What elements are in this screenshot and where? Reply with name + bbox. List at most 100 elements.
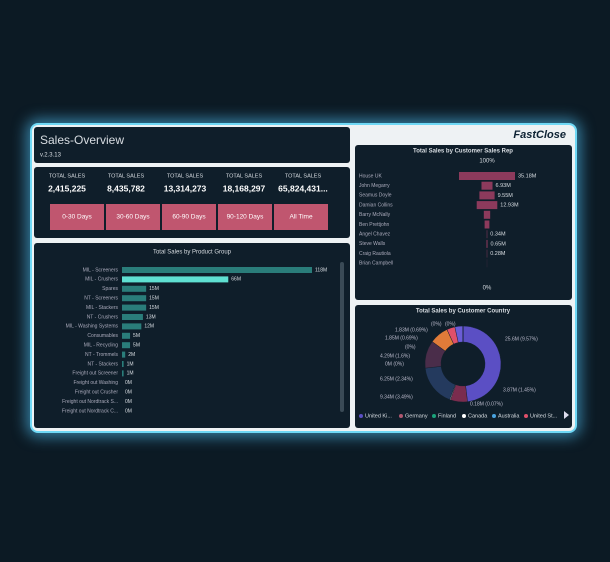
- title: Sales-Overview: [40, 133, 124, 147]
- value-label: 2M: [128, 352, 135, 358]
- value-label: 13M: [146, 314, 156, 320]
- bar: [122, 370, 124, 377]
- filter-button[interactable]: [50, 204, 104, 230]
- kpi-value: 2,415,225: [48, 183, 86, 193]
- bar: [122, 295, 147, 302]
- kpi-label: TOTAL SALES: [49, 173, 86, 179]
- category-label: MIL - Recycling: [84, 343, 118, 349]
- legend-marker: [359, 414, 363, 418]
- value-label: 0.34M: [490, 232, 506, 238]
- legend-marker: [462, 414, 466, 418]
- value-label: (0%): [445, 321, 456, 327]
- value-label: 9.55M: [498, 193, 514, 199]
- scrollbar[interactable]: [340, 262, 344, 412]
- legend-label: Canada: [468, 413, 488, 419]
- filter-button-label[interactable]: 90-120 Days: [227, 214, 265, 221]
- legend-marker: [432, 414, 436, 418]
- value-label: 12M: [144, 324, 154, 330]
- product-panel: [34, 243, 350, 428]
- bar: [122, 342, 131, 349]
- bar: [122, 351, 126, 358]
- category-label: NT - Crushers: [87, 314, 119, 320]
- filter-button-label[interactable]: 60-90 Days: [172, 214, 206, 221]
- value-label: 1M: [127, 361, 134, 367]
- category-label: Seamus Doyle: [359, 193, 392, 199]
- funnel-bar: [476, 201, 498, 210]
- filter-button-label[interactable]: 0-30 Days: [62, 214, 92, 221]
- value-label: 0.28M: [490, 251, 506, 257]
- value-label: 0M (0%): [385, 361, 404, 367]
- category-label: John Megarry: [359, 183, 390, 189]
- category-label: House UK: [359, 173, 382, 179]
- category-label: Ben Prettjohn: [359, 222, 390, 228]
- category-label: Angel Chavez: [359, 232, 391, 238]
- value-label: 0.18M (0.07%): [470, 401, 503, 407]
- value-label: 0.65M: [491, 241, 507, 247]
- category-label: Freight out Screener: [72, 371, 118, 377]
- value-label: 1.85M (0.69%): [385, 335, 418, 341]
- legend-label: Germany: [405, 413, 428, 419]
- filter-button[interactable]: [106, 204, 160, 230]
- bar: [122, 361, 124, 367]
- category-label: Freight out Nordtrack S...: [62, 399, 118, 405]
- category-label: Barry McNally: [359, 212, 391, 218]
- category-label: MIL - Screeners: [83, 267, 119, 273]
- filter-button-label[interactable]: All Time: [289, 214, 313, 221]
- bar: [122, 285, 147, 292]
- funnel-top-label: 100%: [479, 159, 495, 165]
- chart-title: Total Sales by Customer Country: [416, 309, 511, 315]
- kpi-value: 8,435,782: [107, 183, 145, 193]
- value-label: 4.29M (1.6%): [380, 353, 410, 359]
- category-label: NT - Screeners: [84, 296, 118, 302]
- category-label: Brian Campbell: [359, 261, 393, 267]
- legend-label: Australia: [498, 413, 520, 419]
- kpi-value: 65,824,431...: [278, 183, 328, 193]
- value-label: 118M: [315, 267, 327, 273]
- funnel-bar: [486, 230, 488, 239]
- title-panel: [34, 127, 350, 163]
- filter-button[interactable]: [218, 204, 272, 230]
- legend-marker: [524, 414, 528, 418]
- category-label: NT - Trommels: [85, 352, 118, 358]
- kpi-label: TOTAL SALES: [285, 173, 322, 179]
- bar: [122, 314, 143, 320]
- category-label: MIL - Crushers: [85, 277, 118, 283]
- funnel-bar: [486, 239, 488, 248]
- bar: [122, 276, 229, 283]
- funnel-bar: [459, 172, 515, 180]
- kpi-label: TOTAL SALES: [108, 173, 145, 179]
- legend-label: Finland: [438, 413, 456, 419]
- value-label: 25.6M (9.57%): [505, 336, 538, 342]
- value-label: 0M: [125, 399, 132, 405]
- bar: [122, 332, 131, 339]
- filter-button[interactable]: [162, 204, 216, 230]
- value-label: 15M: [149, 296, 159, 302]
- category-label: Freight out Nordtrack C...: [62, 408, 118, 414]
- category-label: NT - Stackers: [88, 361, 119, 367]
- funnel-bar: [481, 181, 493, 190]
- kpi-value: 13,314,273: [164, 183, 207, 193]
- filter-button-label[interactable]: 30-60 Days: [116, 214, 150, 221]
- donut-slice: [462, 325, 502, 402]
- value-label: 5M: [133, 343, 140, 349]
- legend-label: United Ki...: [365, 413, 392, 419]
- funnel-bar: [483, 210, 491, 219]
- category-label: Steve Walls: [359, 241, 386, 247]
- category-label: Spares: [102, 286, 118, 292]
- kpi-label: TOTAL SALES: [167, 173, 204, 179]
- value-label: 0M: [125, 408, 132, 414]
- value-label: 1M: [127, 371, 134, 377]
- legend-marker: [399, 414, 403, 418]
- legend-label: United St...: [530, 413, 558, 419]
- value-label: 0M: [125, 390, 132, 396]
- filter-button[interactable]: [274, 204, 328, 230]
- value-label: 12.93M: [500, 203, 519, 209]
- value-label: 66M: [231, 277, 241, 283]
- value-label: (0%): [431, 321, 442, 327]
- bar: [122, 323, 142, 330]
- category-label: Consumables: [87, 333, 118, 339]
- legend-next[interactable]: [564, 411, 569, 419]
- value-label: 35.18M: [518, 173, 537, 179]
- country-panel: [355, 305, 572, 428]
